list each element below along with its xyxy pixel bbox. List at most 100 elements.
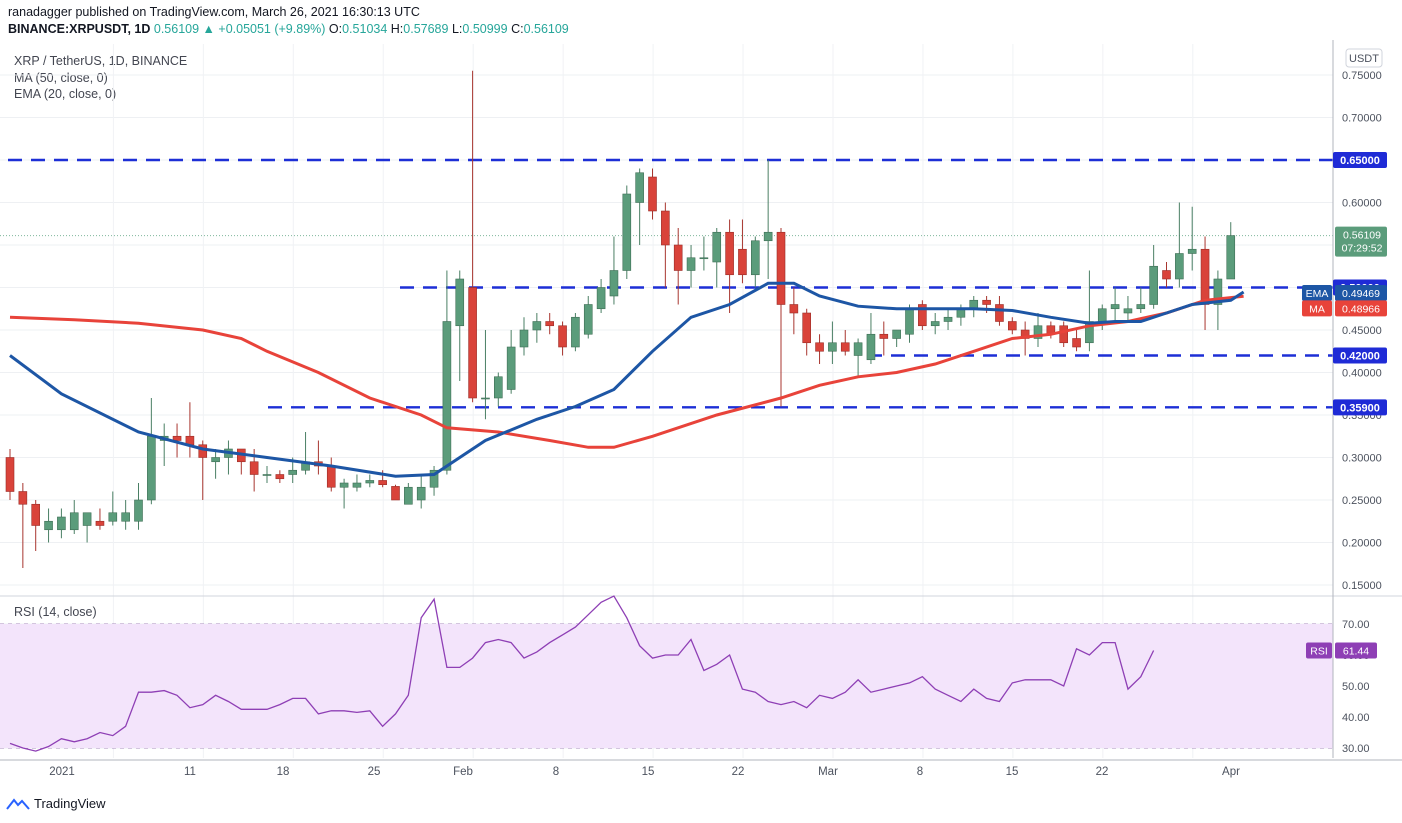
date-tick-label: 25 bbox=[368, 766, 381, 778]
price-tick-label: 0.25000 bbox=[1342, 495, 1382, 507]
candle-body bbox=[82, 512, 92, 526]
last-price-tag bbox=[1335, 226, 1387, 257]
candle-body bbox=[840, 342, 850, 352]
candle-body bbox=[661, 210, 670, 246]
date-tick-label: 18 bbox=[277, 766, 290, 778]
candle-body bbox=[648, 176, 657, 212]
pair-legend[interactable]: XRP / TetherUS, 1D, BINANCE bbox=[14, 54, 188, 68]
candle-body bbox=[352, 482, 362, 488]
candle-body bbox=[609, 270, 619, 297]
candle-body bbox=[1136, 304, 1146, 310]
low-value: 0.50999 bbox=[462, 22, 508, 36]
ma-tag-value-label: 0.48966 bbox=[1342, 303, 1380, 315]
rsi-value-label: 61.44 bbox=[1343, 646, 1369, 658]
candle-body bbox=[905, 308, 914, 335]
rsi-tick-label: 50.00 bbox=[1342, 681, 1370, 693]
date-tick-label: 8 bbox=[917, 766, 923, 778]
candle-body bbox=[1213, 278, 1223, 305]
candle-body bbox=[789, 304, 799, 314]
candle-body bbox=[95, 520, 105, 526]
candle-body bbox=[943, 316, 953, 322]
ema-tag-name-label: EMA bbox=[1306, 288, 1329, 300]
candle-body bbox=[686, 257, 696, 271]
level-tag bbox=[1333, 347, 1387, 364]
candle-body bbox=[750, 240, 760, 276]
price-tick-label: 0.45000 bbox=[1342, 325, 1382, 337]
candle-body bbox=[879, 333, 889, 339]
candle-body bbox=[532, 321, 542, 331]
candle-body bbox=[442, 321, 452, 471]
ma-tag-name-flag bbox=[1302, 300, 1332, 317]
candle-body bbox=[635, 172, 644, 203]
date-tick-label: 8 bbox=[553, 766, 559, 778]
rsi-legend[interactable]: RSI (14, close) bbox=[14, 605, 97, 619]
date-tick-label: 11 bbox=[184, 766, 196, 778]
candle-body bbox=[1162, 270, 1171, 280]
price-tick-label: 0.15000 bbox=[1342, 580, 1382, 592]
published-text: published on TradingView.com, March 26, … bbox=[75, 5, 420, 19]
price-tick-label: 0.75000 bbox=[1342, 70, 1382, 82]
rsi-tick-label: 40.00 bbox=[1342, 712, 1370, 724]
candle-body bbox=[596, 287, 606, 310]
candle-body bbox=[339, 482, 349, 488]
candle-body bbox=[391, 486, 400, 501]
candle-body bbox=[288, 469, 298, 475]
level-tag-label: 0.65000 bbox=[1340, 155, 1380, 167]
candle-body bbox=[31, 503, 41, 526]
open-value: 0.51034 bbox=[342, 22, 388, 36]
low-label: L: bbox=[451, 22, 463, 36]
level-tag bbox=[1333, 399, 1387, 416]
candle-body bbox=[249, 461, 259, 475]
date-tick-label: 15 bbox=[1006, 766, 1019, 778]
candle-body bbox=[1085, 321, 1094, 344]
price-tick-label: 0.40000 bbox=[1342, 368, 1382, 380]
candle-body bbox=[673, 244, 683, 271]
candle-body bbox=[1200, 248, 1210, 305]
candle-body bbox=[326, 465, 336, 488]
ema-tag-value-tag bbox=[1335, 285, 1387, 302]
candle-body bbox=[198, 444, 208, 458]
date-tick-label: 22 bbox=[1096, 766, 1109, 778]
date-tick-label: 15 bbox=[642, 766, 655, 778]
candle-body bbox=[802, 312, 812, 344]
candle-body bbox=[262, 474, 272, 476]
candle-body bbox=[725, 231, 734, 276]
date-tick-label: 22 bbox=[732, 766, 745, 778]
author-name[interactable]: ranadagger bbox=[8, 5, 72, 19]
candle-body bbox=[995, 304, 1004, 322]
price-tick-label: 0.20000 bbox=[1342, 538, 1382, 550]
ma-legend[interactable]: MA (50, close, 0) bbox=[14, 70, 108, 85]
countdown-tag-value: 07:29:52 bbox=[1342, 243, 1383, 255]
ema-line bbox=[9, 281, 1245, 478]
last-price: 0.56109 bbox=[153, 22, 200, 36]
ma-tag-name-label: MA bbox=[1309, 303, 1325, 315]
candle-body bbox=[1110, 304, 1120, 310]
candle-body bbox=[429, 469, 439, 488]
candle-body bbox=[44, 520, 53, 531]
level-tag bbox=[1333, 152, 1387, 168]
candle-body bbox=[918, 304, 927, 327]
date-tick-label: Mar bbox=[818, 766, 838, 778]
publish-info: ranadagger published on TradingView.com,… bbox=[8, 5, 420, 19]
indicator-legend: XRP / TetherUS, 1D, BINANCE MA (50, clos… bbox=[14, 53, 187, 103]
candle-body bbox=[930, 321, 940, 327]
candle-body bbox=[571, 316, 580, 348]
rsi-value-tag bbox=[1335, 642, 1377, 659]
ema-legend[interactable]: EMA (20, close, 0) bbox=[14, 87, 117, 101]
high-label: H: bbox=[390, 22, 404, 36]
candle-body bbox=[275, 474, 285, 480]
date-tick-label: Feb bbox=[453, 766, 473, 778]
footer-brand[interactable]: TradingView bbox=[6, 796, 106, 811]
horizontal-levels bbox=[0, 158, 1333, 409]
rsi-tick-label: 30.00 bbox=[1342, 743, 1370, 755]
price-tags: 0.650000.500000.420000.359000.5610907:29… bbox=[1302, 152, 1387, 659]
candle-body bbox=[365, 480, 375, 484]
brand-name: TradingView bbox=[34, 796, 106, 811]
candle-body bbox=[172, 435, 182, 441]
currency-button[interactable]: USDT bbox=[1345, 48, 1383, 68]
ma-line bbox=[9, 294, 1244, 449]
candle-body bbox=[558, 325, 567, 348]
candle-body bbox=[815, 342, 824, 352]
candle-body bbox=[1123, 308, 1133, 314]
